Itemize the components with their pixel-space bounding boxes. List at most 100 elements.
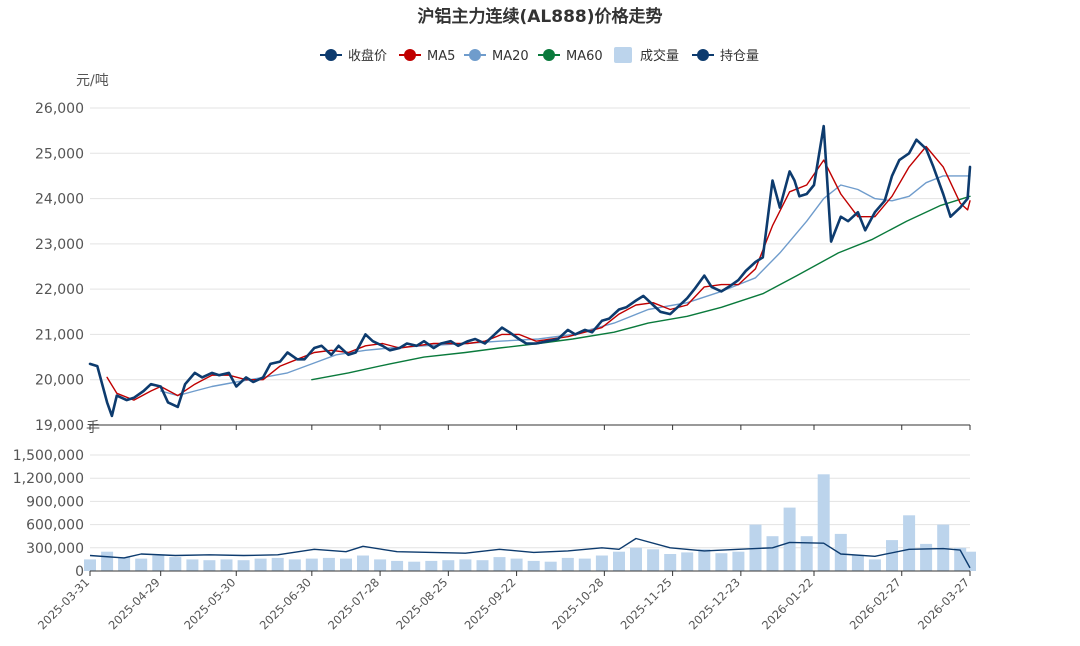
x-tick-label: 2025-12-23 <box>686 575 743 632</box>
volume-bar <box>630 547 642 571</box>
x-tick-label: 2026-03-27 <box>915 575 972 632</box>
x-tick-label: 2025-10-28 <box>549 575 606 632</box>
legend-label: 收盘价 <box>348 48 387 64</box>
legend-label: MA5 <box>427 49 455 64</box>
price-tick-label: 20,000 <box>35 373 84 389</box>
x-tick-label: 2026-01-22 <box>759 575 816 632</box>
volume-bar <box>254 558 267 571</box>
x-axis: 2025-03-31 2025-04-29 2025-05-30 2025-06-30… <box>35 425 972 632</box>
volume-bar <box>783 507 796 571</box>
legend-label: 成交量 <box>640 48 679 64</box>
price-tick-label: 22,000 <box>35 282 84 298</box>
volume-bar <box>834 533 847 571</box>
legend-item-3: MA60 <box>538 49 603 64</box>
volume-bar <box>220 559 233 571</box>
legend-item-0: 收盘价 <box>320 48 387 64</box>
volume-bar <box>664 554 677 571</box>
volume-bar <box>186 559 199 571</box>
volume-bar <box>305 558 318 571</box>
volume-bar <box>101 551 114 571</box>
legend-marker <box>697 49 709 61</box>
volume-bar <box>920 543 933 571</box>
volume-bar <box>544 561 557 571</box>
volume-bar <box>681 552 694 571</box>
volume-bar <box>152 555 165 571</box>
volume-bar <box>766 536 779 571</box>
x-tick-label: 2025-03-31 <box>35 575 92 632</box>
volume-bar <box>886 540 898 571</box>
volume-bar <box>937 524 950 571</box>
volume-bar <box>647 549 660 571</box>
price-tick-label: 24,000 <box>35 192 84 208</box>
legend-label: MA20 <box>492 49 529 64</box>
legend-item-4: 成交量 <box>614 47 679 64</box>
volume-bar <box>374 559 387 571</box>
volume-bar <box>698 549 711 571</box>
volume-tick-label: 1,500,000 <box>13 448 84 464</box>
volume-bar <box>340 558 352 571</box>
x-tick-label: 2025-07-28 <box>325 575 382 632</box>
volume-bar <box>578 558 591 571</box>
volume-bar <box>800 536 813 571</box>
volume-bar <box>169 557 182 571</box>
volume-bar <box>732 551 745 571</box>
volume-bar <box>851 555 864 571</box>
series-line-MA60 <box>311 195 971 381</box>
legend: 收盘价 MA5 MA20 MA60 成交量 持仓量 <box>320 47 759 64</box>
volume-bar <box>408 561 421 571</box>
legend-label: MA60 <box>566 49 603 64</box>
legend-label: 持仓量 <box>720 49 759 64</box>
x-tick-label: 2025-08-25 <box>393 575 450 632</box>
series-line-收盘价 <box>88 124 972 418</box>
volume-bar <box>493 557 506 571</box>
volume-tick-label: 900,000 <box>26 494 84 510</box>
volume-bar <box>442 560 455 571</box>
volume-bar <box>715 553 728 571</box>
volume-bar <box>459 559 472 571</box>
price-panel: 元/吨 26,000 25,000 24,000 23,000 22,000 21,000 2… <box>35 73 972 434</box>
legend-item-5: 持仓量 <box>692 49 759 64</box>
x-tick-label: 2025-09-22 <box>462 575 519 632</box>
price-tick-label: 21,000 <box>35 327 84 343</box>
price-tick-label: 23,000 <box>35 237 84 253</box>
x-tick-label: 2025-04-29 <box>106 575 163 632</box>
legend-item-1: MA5 <box>399 49 455 64</box>
volume-bar <box>271 557 284 571</box>
volume-bar <box>749 524 762 571</box>
volume-unit-label: 手 <box>86 420 100 436</box>
legend-marker <box>543 49 555 61</box>
chart-title: 沪铝主力连续(AL888)价格走势 <box>417 6 662 27</box>
legend-item-2: MA20 <box>464 49 529 64</box>
x-tick-label: 2026-02-27 <box>847 575 904 632</box>
price-tick-label: 25,000 <box>35 146 84 162</box>
volume-bar <box>510 558 523 571</box>
volume-bar <box>613 551 625 571</box>
volume-bar <box>203 560 216 571</box>
volume-bar <box>118 557 131 571</box>
legend-swatch <box>614 47 632 63</box>
volume-bar <box>903 515 916 571</box>
volume-bar <box>954 547 967 571</box>
volume-bar <box>135 558 148 571</box>
price-unit-label: 元/吨 <box>76 73 109 89</box>
x-tick-label: 2025-11-25 <box>618 575 675 632</box>
volume-bar <box>357 555 369 571</box>
volume-bar <box>391 560 404 571</box>
volume-bar <box>237 560 250 571</box>
price-tick-label: 19,000 <box>35 418 84 434</box>
volume-bar <box>595 555 608 571</box>
volume-bar <box>476 560 489 571</box>
x-tick-label: 2025-06-30 <box>257 575 314 632</box>
series-line-MA20 <box>159 175 971 397</box>
legend-marker <box>469 49 481 61</box>
volume-bar <box>964 551 976 571</box>
legend-marker <box>325 49 337 61</box>
volume-bar <box>561 557 574 571</box>
volume-tick-label: 1,200,000 <box>13 471 84 487</box>
open-interest-line <box>89 537 971 569</box>
volume-tick-label: 300,000 <box>26 541 84 557</box>
volume-bar <box>425 560 438 571</box>
volume-bar <box>84 559 96 571</box>
x-tick-label: 2025-05-30 <box>181 575 238 632</box>
